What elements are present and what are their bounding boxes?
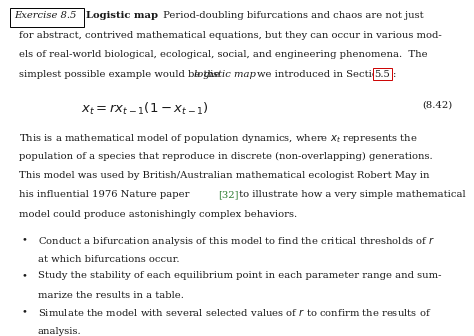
Text: model could produce astonishingly complex behaviors.: model could produce astonishingly comple… [19,210,297,219]
Text: for abstract, contrived mathematical equations, but they can occur in various mo: for abstract, contrived mathematical equ… [19,31,442,40]
Text: marize the results in a table.: marize the results in a table. [38,291,184,300]
Text: (8.42): (8.42) [422,101,453,110]
Text: we introduced in Section: we introduced in Section [257,70,387,79]
Text: Simulate the model with several selected values of $r$ to confirm the results of: Simulate the model with several selected… [38,307,431,318]
Text: •: • [21,235,27,244]
Text: population of a species that reproduce in discrete (non-overlapping) generations: population of a species that reproduce i… [19,152,433,161]
Text: his influential 1976 Nature paper: his influential 1976 Nature paper [19,191,192,199]
Text: analysis.: analysis. [38,327,82,336]
Text: •: • [21,307,27,316]
Text: Logistic map: Logistic map [86,11,158,20]
Text: Study the stability of each equilibrium point in each parameter range and sum-: Study the stability of each equilibrium … [38,271,441,280]
Text: Period-doubling bifurcations and chaos are not just: Period-doubling bifurcations and chaos a… [160,11,424,20]
Text: to illustrate how a very simple mathematical: to illustrate how a very simple mathemat… [236,191,465,199]
Text: Exercise 8.5: Exercise 8.5 [14,11,77,20]
Text: •: • [21,271,27,280]
Text: This is a mathematical model of population dynamics, where $x_t$ represents the: This is a mathematical model of populati… [19,132,418,145]
Text: els of real-world biological, ecological, social, and engineering phenomena.  Th: els of real-world biological, ecological… [19,50,428,59]
FancyBboxPatch shape [10,8,84,27]
Text: [32]: [32] [218,191,238,199]
Text: logistic map: logistic map [194,70,256,79]
Text: :: : [393,70,397,79]
Text: This model was used by British/Australian mathematical ecologist Robert May in: This model was used by British/Australia… [19,171,429,180]
Text: $x_t = rx_{t-1}(1 - x_{t-1})$: $x_t = rx_{t-1}(1 - x_{t-1})$ [81,101,209,117]
Text: simplest possible example would be the: simplest possible example would be the [19,70,223,79]
Text: Conduct a bifurcation analysis of this model to find the critical thresholds of : Conduct a bifurcation analysis of this m… [38,235,435,248]
Text: 5.5: 5.5 [374,70,390,79]
Text: at which bifurcations occur.: at which bifurcations occur. [38,255,180,264]
